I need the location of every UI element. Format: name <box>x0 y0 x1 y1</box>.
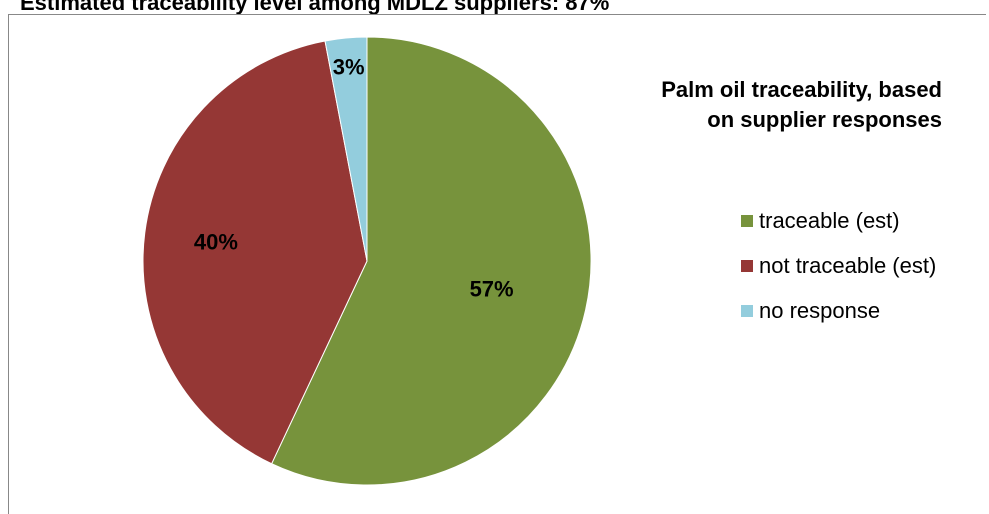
pie-slice-not-traceable <box>142 40 368 465</box>
chart-title-line-2: on supplier responses <box>707 107 942 132</box>
legend-item-not-traceable: not traceable (est) <box>741 243 936 288</box>
legend-swatch-not-traceable <box>741 259 753 272</box>
legend-item-traceable: traceable (est) <box>741 198 936 243</box>
chart-legend: traceable (est) not traceable (est) no r… <box>741 198 936 333</box>
legend-item-no-response: no response <box>741 288 936 333</box>
pie-slices <box>142 36 592 486</box>
legend-label-not-traceable: not traceable (est) <box>759 252 937 278</box>
data-label-traceable: 57% <box>470 276 514 301</box>
data-label-not-traceable: 40% <box>194 229 238 254</box>
legend-swatch-no-response <box>741 304 753 317</box>
legend-label-traceable: traceable (est) <box>759 207 900 233</box>
legend-swatch-traceable <box>741 214 753 227</box>
legend-label-no-response: no response <box>759 297 881 323</box>
chart-frame <box>8 14 986 514</box>
pie-slice-traceable <box>270 36 592 486</box>
chart-title-line-1: Palm oil traceability, based <box>661 77 942 102</box>
chart-title: Palm oil traceability, based on supplier… <box>522 75 942 135</box>
pie-slice-no-response <box>324 36 368 262</box>
page-heading: Estimated traceability level among MDLZ … <box>20 0 610 15</box>
pie-data-labels: 57% 40% 3% <box>194 55 514 302</box>
data-label-no-response: 3% <box>333 55 365 80</box>
